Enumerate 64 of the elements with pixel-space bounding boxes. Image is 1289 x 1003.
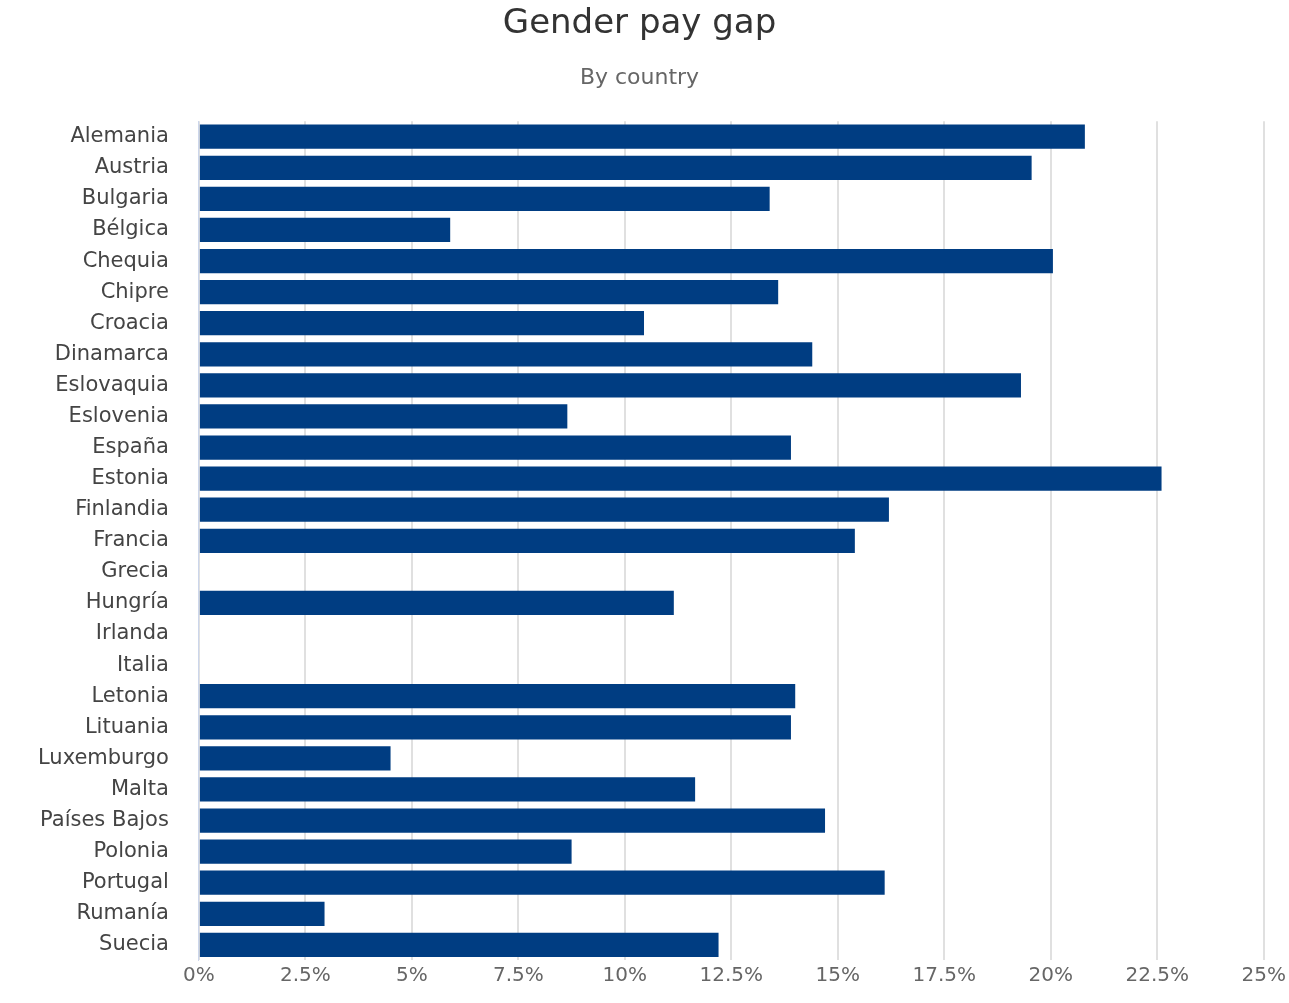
bar [199,217,451,243]
bar [199,342,813,367]
y-tick-label: Luxemburgo [37,744,169,769]
x-tick-label: 20% [1028,961,1074,986]
y-tick-label: Irlanda [95,620,169,645]
bar [199,248,1053,274]
bar [199,280,779,305]
bar [199,311,645,336]
x-tick-label: 15% [815,961,861,986]
x-tick-label: 17.5% [912,961,977,986]
bar [199,870,885,895]
y-tick-label: Portugal [81,869,169,894]
x-tick-label: 2.5% [279,961,331,986]
y-tick-label: Rumanía [76,900,169,925]
y-tick-label: Italia [117,651,169,676]
bar [199,373,1021,398]
y-tick-label: Bulgaria [81,185,169,210]
bar [199,590,674,616]
y-tick-label: Eslovaquia [55,371,169,396]
bar [199,777,696,802]
y-tick-label: Alemania [70,123,169,148]
y-tick-label: Letonia [91,682,169,707]
x-tick-label: 10% [602,961,648,986]
chart-subtitle: By country [579,63,700,89]
y-tick-label: Francia [93,527,169,552]
y-tick-label: Polonia [93,838,169,863]
y-tick-label: Hungría [85,589,169,614]
x-tick-label: 0% [183,961,215,986]
bar [199,528,855,553]
chart-title: Gender pay gap [502,1,777,42]
y-tick-label: Países Bajos [40,806,169,831]
y-tick-label: Estonia [91,465,169,490]
x-tick-label: 25% [1241,961,1286,986]
bar [199,808,826,833]
bar [199,404,568,429]
bar [199,715,791,740]
bar [199,901,325,926]
y-tick-label: Chequia [82,247,169,272]
bar [199,746,391,771]
y-tick-label: Grecia [101,558,169,583]
y-tick-label: Chipre [100,278,169,303]
y-tick-label: Suecia [99,931,169,956]
y-tick-label: Dinamarca [54,340,169,365]
y-tick-label: Eslovenia [68,402,169,427]
y-tick-label: Austria [94,154,169,179]
bar [199,466,1162,491]
bar [199,435,791,460]
y-tick-label: Malta [110,775,169,800]
x-tick-label: 22.5% [1125,961,1190,986]
y-tick-label: Finlandia [75,496,169,521]
y-tick-label: Bélgica [92,216,169,241]
y-tick-label: Croacia [90,309,169,334]
bar [199,839,572,864]
bar [199,932,719,957]
bar [199,684,796,709]
x-tick-label: 5% [395,961,428,986]
bar [199,186,770,212]
y-tick-label: Lituania [84,713,169,738]
bar [199,124,1085,149]
bar [199,497,889,522]
y-tick-label: España [92,434,169,459]
bar [199,155,1032,180]
x-tick-label: 12.5% [699,961,764,986]
x-tick-label: 7.5% [492,961,544,986]
